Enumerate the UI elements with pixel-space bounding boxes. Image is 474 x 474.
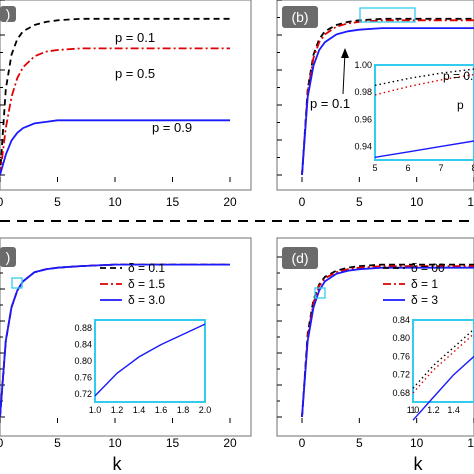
inset-series-line: [374, 68, 474, 87]
panel-label-badge: [0, 247, 16, 267]
series-line: [0, 119, 230, 176]
series-label: p = 0.1: [115, 30, 155, 45]
x-tick-label: 15: [467, 195, 474, 209]
inset-x-tick-label: 2.0: [199, 405, 212, 415]
series-line: [0, 17, 230, 176]
x-tick-label: 20: [223, 195, 237, 209]
inset-y-tick-label: 0.88: [74, 323, 92, 333]
inset-x-tick-label: 1.4: [133, 405, 146, 415]
inset-series-line: [374, 73, 474, 96]
panel-d: 0 5 10 15 (d) δ = 00 δ = 1 δ = 3 1.0 1.2 1.4 10.68 0…: [277, 247, 474, 450]
inset-series-line: [374, 140, 474, 158]
panel-label: ): [6, 249, 11, 265]
x-tick-label: 0: [0, 195, 4, 209]
zoom-box: [359, 7, 416, 23]
legend-label: δ = 3.0: [128, 293, 165, 307]
inset-x-tick-label: 1.8: [177, 405, 190, 415]
series-line: [301, 27, 474, 176]
zoom-box: [11, 277, 23, 289]
inset-x-tick-label: 1: [410, 405, 415, 415]
series-line: [301, 265, 474, 418]
panel-label: ): [6, 6, 11, 22]
panel-label-badge: [282, 6, 318, 28]
inset-x-tick-label: 1.4: [447, 405, 460, 415]
inset-y-tick-label: 0.76: [392, 351, 410, 361]
inset-label: p = 0.: [443, 69, 473, 83]
legend-label: δ = 1: [411, 277, 438, 291]
series-line: [301, 19, 474, 176]
inset-y-tick-label: 0.84: [74, 340, 92, 350]
inset-y-tick-label: 0.80: [74, 356, 92, 366]
x-tick-label: 10: [108, 195, 122, 209]
x-tick-label: 15: [467, 436, 474, 450]
series-line: [0, 263, 230, 418]
inset-x-tick-label: 5: [372, 163, 377, 173]
inset-frame: [94, 319, 206, 403]
panel-a-frame: [0, 0, 252, 191]
legend-label: δ = 0.1: [128, 261, 165, 275]
panel-c-frame: [0, 237, 252, 437]
inset-x-tick-label: 8: [471, 163, 474, 173]
x-tick-label: 15: [166, 195, 180, 209]
x-tick-label: 0: [299, 195, 306, 209]
inset-x-tick-label: 1.0: [89, 405, 102, 415]
panel-label: (d): [291, 250, 308, 266]
legend-label: δ = 00: [411, 261, 445, 275]
x-tick-label: 5: [54, 436, 61, 450]
inset-y-tick-label: 0.76: [74, 372, 92, 382]
series-label: p = 0.9: [152, 120, 192, 135]
annotation-label: p = 0.1: [310, 96, 350, 111]
x-tick-label: 0: [0, 436, 4, 450]
legend-label: δ = 3: [411, 293, 438, 307]
x-tick-label: 5: [356, 436, 363, 450]
x-tick-label: 10: [108, 436, 122, 450]
x-tick-label: 5: [54, 195, 61, 209]
panel-c: 0 5 10 15 20) δ = 0.1 δ = 1.5 δ = 3.0 1.0 1.2 1.4 1…: [0, 247, 237, 450]
panel-a: 0 5 10 15 20) p = 0.1 p = 0.5 p = 0.9: [0, 0, 237, 209]
x-tick-label: 10: [410, 436, 424, 450]
series-line: [301, 266, 474, 418]
inset-x-tick-label: 1.2: [427, 405, 440, 415]
inset-x-tick-label: 6: [405, 163, 410, 173]
legend-label: δ = 1.5: [128, 277, 165, 291]
inset-series-line: [94, 323, 206, 397]
annotation-arrowhead: [341, 48, 349, 58]
inset-y-tick-label: 0.98: [354, 87, 372, 97]
x-tick-label: 10: [410, 195, 424, 209]
series-line: [0, 47, 230, 176]
inset-x-tick-label: 7: [438, 163, 443, 173]
zoom-box: [314, 287, 326, 299]
inset-y-tick-label: 0.80: [392, 333, 410, 343]
inset-y-tick-label: 0.94: [354, 141, 372, 151]
panel-b: 0 5 10 15 (b) p = 0.1 5 6 7 8 0.94 0.96 0.98 1.00 p = …: [277, 0, 474, 209]
panel-b-frame: [276, 0, 474, 191]
inset-y-tick-label: 0.68: [392, 388, 410, 398]
inset-label: p: [457, 98, 464, 112]
inset-y-tick-label: 1.00: [354, 60, 372, 70]
inset-y-tick-label: 0.96: [354, 114, 372, 124]
series-label: p = 0.5: [115, 66, 155, 81]
panel-label: (b): [291, 9, 308, 25]
inset-series-line: [412, 355, 474, 421]
panel-label-badge: [282, 247, 318, 269]
x-tick-label: 20: [223, 436, 237, 450]
xlabel-left: k: [113, 454, 123, 474]
annotation-arrow: [342, 51, 346, 95]
x-tick-label: 0: [299, 436, 306, 450]
inset-y-tick-label: 0.72: [392, 370, 410, 380]
x-tick-label: 15: [166, 436, 180, 450]
panel-label-badge: [0, 6, 16, 22]
inset-frame: [412, 319, 474, 403]
inset-x-tick-label: 1.6: [155, 405, 168, 415]
inset-y-tick-label: 0.84: [392, 315, 410, 325]
inset-x-tick-label: 1.0: [407, 405, 420, 415]
inset-y-tick-label: 0.72: [74, 389, 92, 399]
inset-x-tick-label: 1.2: [111, 405, 124, 415]
x-tick-label: 5: [356, 195, 363, 209]
xlabel-right: k: [414, 454, 424, 474]
